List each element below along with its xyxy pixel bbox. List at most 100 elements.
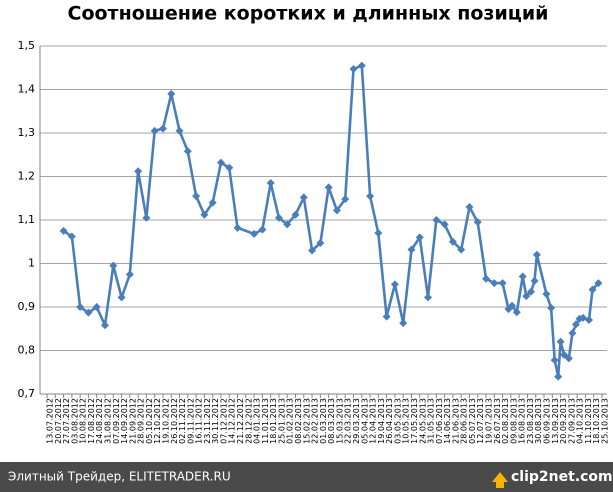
chart-title: Соотношение коротких и длинных позиций <box>68 3 549 25</box>
data-point <box>92 303 101 311</box>
data-point <box>349 65 358 74</box>
data-point <box>526 287 535 296</box>
y-tick-label: 0,7 <box>18 387 36 400</box>
data-point <box>208 198 217 207</box>
data-point <box>291 210 300 219</box>
x-tick-label: 19.07.2013 <box>485 398 494 444</box>
x-tick-label: 14.12.2012 <box>228 398 237 444</box>
data-point <box>399 319 408 328</box>
x-tick-label: 05.10.2012 <box>145 398 154 444</box>
x-tick-label: 06.09.2013 <box>543 398 552 444</box>
x-tick-label: 05.04.2013 <box>360 398 369 444</box>
data-point <box>192 192 201 201</box>
data-point <box>67 232 76 241</box>
data-point <box>547 303 556 312</box>
x-tick-label: 24.08.2012 <box>95 398 104 444</box>
data-point <box>233 223 242 232</box>
x-tick-label: 16.11.2012 <box>195 398 204 444</box>
x-tick-label: 05.07.2013 <box>468 398 477 444</box>
data-point <box>250 229 259 238</box>
x-tick-label: 01.02.2013 <box>286 398 295 444</box>
data-point <box>332 206 341 215</box>
data-point <box>550 356 559 365</box>
x-tick-label: 27.09.2013 <box>567 398 576 444</box>
data-point <box>556 337 565 346</box>
data-point <box>584 316 593 325</box>
x-tick-label: 23.11.2012 <box>203 398 212 444</box>
data-point <box>532 250 541 259</box>
x-tick-label: 17.05.2013 <box>410 398 419 444</box>
x-tick-label: 13.09.2013 <box>551 398 560 444</box>
data-point <box>588 285 597 294</box>
x-tick-label: 01.03.2013 <box>319 398 328 444</box>
data-point <box>415 233 424 242</box>
data-point <box>374 229 383 238</box>
data-point <box>324 183 333 192</box>
x-tick-label: 28.09.2012 <box>137 398 146 444</box>
x-tick-label: 04.01.2013 <box>253 398 262 444</box>
x-tick-label: 21.12.2012 <box>236 398 245 444</box>
data-point <box>216 158 225 167</box>
data-point <box>125 270 134 279</box>
x-tick-label: 25.10.2013 <box>601 398 610 444</box>
data-point <box>175 126 184 135</box>
x-tick-label: 26.07.2013 <box>493 398 502 444</box>
footer-logo: clip2net.com <box>511 469 613 485</box>
x-tick-label: 07.06.2013 <box>435 398 444 444</box>
data-point <box>579 313 588 322</box>
x-tick-label: 26.04.2013 <box>385 398 394 444</box>
x-tick-label: 19.10.2012 <box>161 398 170 444</box>
x-tick-label: 30.08.2013 <box>534 398 543 444</box>
data-point <box>571 320 580 329</box>
data-point <box>357 61 366 70</box>
x-tick-label: 23.08.2013 <box>526 398 535 444</box>
data-point <box>457 245 466 254</box>
data-point <box>508 301 517 310</box>
y-tick-label: 1,3 <box>18 126 36 139</box>
data-point <box>554 372 563 381</box>
x-tick-label: 14.06.2013 <box>443 398 452 444</box>
x-tick-label: 07.09.2012 <box>112 398 121 444</box>
data-point <box>366 192 375 201</box>
x-tick-label: 21.06.2013 <box>451 398 460 444</box>
data-point <box>84 308 93 317</box>
data-point <box>134 167 143 176</box>
data-point <box>283 220 292 229</box>
data-point <box>498 279 507 288</box>
data-point <box>142 213 151 222</box>
x-tick-label: 26.10.2012 <box>170 398 179 444</box>
data-point <box>512 308 521 317</box>
data-point <box>490 279 499 288</box>
y-tick-label: 1,5 <box>18 39 36 52</box>
x-tick-label: 25.01.2013 <box>277 398 286 444</box>
x-tick-label: 19.04.2013 <box>377 398 386 444</box>
data-point <box>473 218 482 227</box>
data-point <box>76 303 85 311</box>
x-tick-label: 14.09.2012 <box>120 398 129 444</box>
x-tick-label: 12.07.2013 <box>476 398 485 444</box>
x-tick-label: 04.10.2013 <box>576 398 585 444</box>
x-tick-label: 12.10.2012 <box>153 398 162 444</box>
y-tick-label: 1,2 <box>18 170 36 183</box>
data-point <box>448 237 457 246</box>
data-point <box>560 350 569 359</box>
x-tick-label: 08.03.2013 <box>327 398 336 444</box>
data-point <box>522 292 531 301</box>
footer-text: Элитный Трейдер, ELITETRADER.RU <box>8 470 231 484</box>
x-tick-label: 07.12.2012 <box>219 398 228 444</box>
y-tick-label: 0,9 <box>18 300 36 313</box>
data-point <box>200 210 209 219</box>
data-point <box>109 261 118 270</box>
data-point <box>482 274 491 283</box>
data-point <box>274 213 283 222</box>
x-tick-label: 03.08.2012 <box>70 398 79 444</box>
x-tick-label: 02.08.2013 <box>501 398 510 444</box>
x-tick-label: 15.03.2013 <box>335 398 344 444</box>
x-tick-label: 24.05.2013 <box>418 398 427 444</box>
x-tick-label: 28.06.2013 <box>460 398 469 444</box>
data-point <box>183 147 192 156</box>
x-tick-label: 30.11.2012 <box>211 398 220 444</box>
data-point <box>100 321 109 330</box>
y-tick-label: 1,4 <box>18 83 36 96</box>
